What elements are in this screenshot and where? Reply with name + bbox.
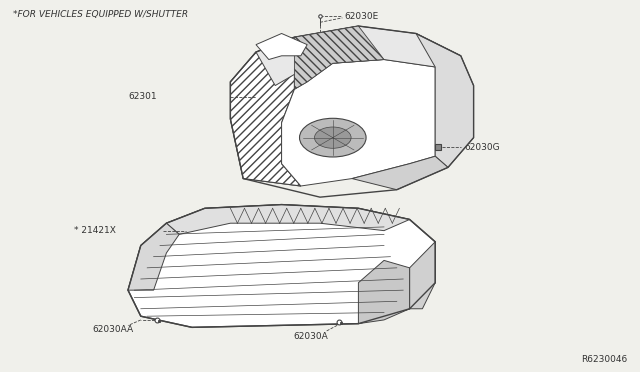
Circle shape: [300, 118, 366, 157]
Text: 62030E: 62030E: [344, 12, 379, 20]
Text: 62301: 62301: [128, 92, 157, 100]
Polygon shape: [230, 37, 301, 186]
Polygon shape: [352, 156, 448, 190]
Polygon shape: [294, 26, 384, 89]
Polygon shape: [166, 205, 410, 234]
Text: R6230046: R6230046: [581, 355, 627, 363]
Polygon shape: [416, 33, 474, 167]
Polygon shape: [128, 223, 179, 290]
Text: * 21421X: * 21421X: [74, 226, 115, 235]
Polygon shape: [256, 33, 307, 60]
Polygon shape: [410, 242, 435, 309]
Text: 62030AA: 62030AA: [93, 325, 134, 334]
Polygon shape: [128, 205, 435, 327]
Polygon shape: [282, 60, 435, 186]
Text: 62030A: 62030A: [293, 332, 328, 341]
Polygon shape: [358, 260, 410, 324]
Text: 62030G: 62030G: [465, 142, 500, 151]
Polygon shape: [230, 37, 301, 186]
Text: *FOR VEHICLES EQUIPPED W/SHUTTER: *FOR VEHICLES EQUIPPED W/SHUTTER: [13, 10, 188, 19]
Circle shape: [314, 127, 351, 148]
Polygon shape: [256, 26, 461, 86]
